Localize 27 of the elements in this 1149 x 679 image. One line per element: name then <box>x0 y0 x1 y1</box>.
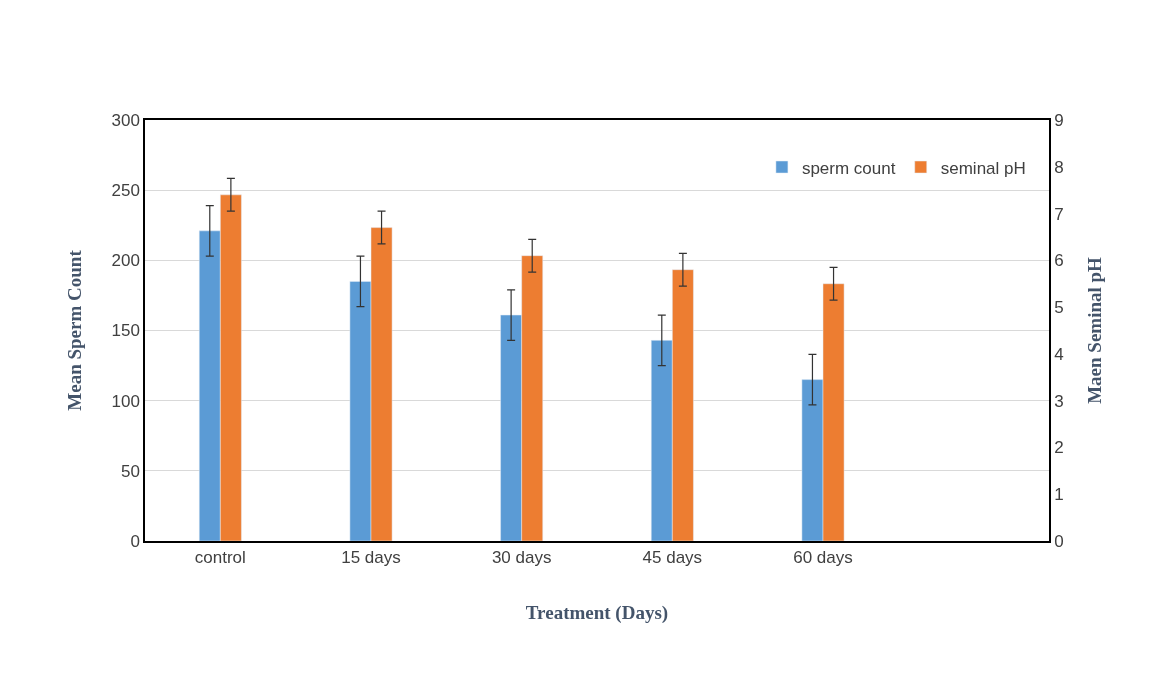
y2-tick-label: 5 <box>1054 298 1064 318</box>
legend-label: sperm count <box>801 158 896 178</box>
x-tick-label: 45 days <box>642 548 703 568</box>
y-tick-label: 50 <box>120 461 140 481</box>
y-tick-label: 200 <box>111 251 140 271</box>
y2-tick-label: 2 <box>1054 438 1064 458</box>
y2-tick-label: 3 <box>1054 391 1064 411</box>
y-tick-label: 300 <box>111 110 140 130</box>
y2-tick-label: 9 <box>1054 110 1064 130</box>
y2-tick-label: 7 <box>1054 204 1064 224</box>
y2-tick-label: 0 <box>1054 531 1064 551</box>
y2-tick-label: 4 <box>1054 344 1064 364</box>
legend-label: seminal pH <box>940 158 1026 178</box>
x-tick-label: control <box>194 548 246 568</box>
y2-axis-title: Maen Seminal pH <box>1083 256 1105 404</box>
y-tick-label: 100 <box>111 391 140 411</box>
x-tick-label: 30 days <box>491 548 552 568</box>
y2-tick-label: 6 <box>1054 251 1064 271</box>
y-tick-label: 0 <box>130 531 140 551</box>
y2-tick-label: 8 <box>1054 157 1064 177</box>
y2-tick-label: 1 <box>1054 485 1064 505</box>
y-tick-label: 150 <box>111 321 140 341</box>
x-axis-title: Treatment (Days) <box>525 602 669 625</box>
y-tick-label: 250 <box>111 181 140 201</box>
x-tick-label: 60 days <box>793 548 853 568</box>
x-tick-label: 15 days <box>341 548 401 568</box>
y-axis-title: Mean Sperm Count <box>63 249 85 411</box>
